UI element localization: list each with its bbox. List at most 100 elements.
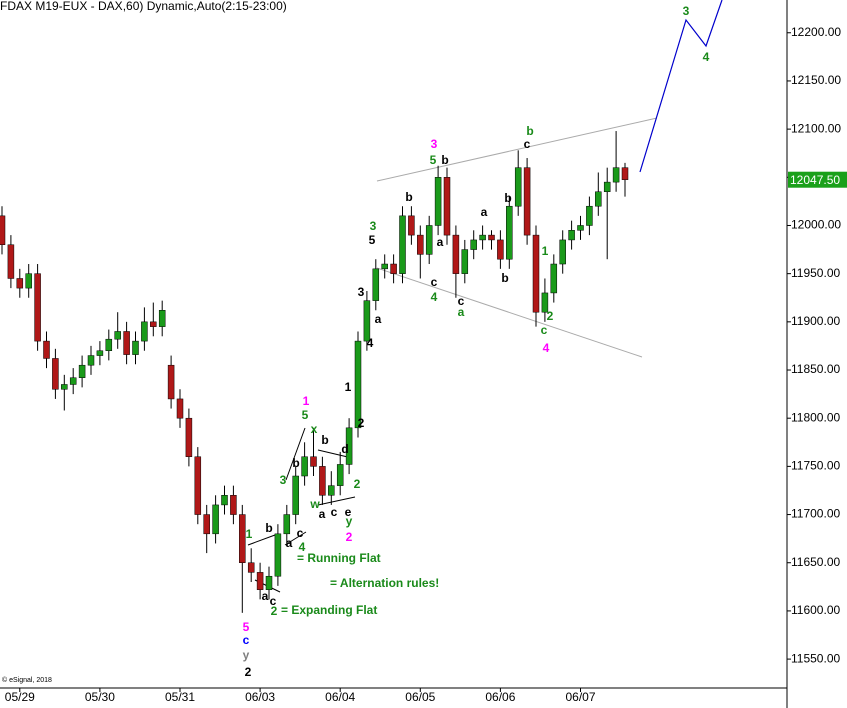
candle-body (7, 244, 15, 279)
y-tick-label: 11750.00 (791, 459, 840, 473)
wave-label: 5 (430, 153, 437, 167)
wave-label: = Alternation rules! (330, 576, 439, 590)
candle-body (408, 215, 415, 236)
candle-body (559, 239, 566, 265)
candle-body (0, 215, 6, 246)
candle-body (621, 167, 629, 180)
candle-body (470, 239, 477, 250)
channel-line (376, 267, 643, 358)
wave-label: c (331, 505, 338, 519)
wave-label: 2 (245, 665, 252, 679)
candle-body (221, 495, 228, 506)
wave-label: a (437, 235, 444, 249)
candle-body (239, 514, 246, 563)
candle-body (523, 167, 531, 236)
triangle-line (285, 427, 306, 481)
wave-label: b (265, 521, 272, 535)
candle-body (123, 331, 130, 355)
candle-body (114, 331, 121, 340)
wave-label: 2 (346, 530, 353, 544)
wave-label: x (311, 422, 318, 436)
candle-body (506, 205, 513, 260)
wave-label: b (321, 433, 328, 447)
candle-body (96, 350, 104, 356)
wave-label: y (346, 514, 353, 528)
wave-label: a (375, 312, 382, 326)
candle-body (283, 514, 291, 535)
candle-body (541, 292, 549, 313)
candle-body (230, 495, 237, 515)
flat-line (247, 534, 276, 546)
wave-label: c (297, 526, 304, 540)
wave-label: 5 (302, 408, 309, 422)
y-tick-label: 11950.00 (791, 266, 840, 280)
candle-body (274, 533, 282, 577)
chart-title: FDAX M19-EUX - DAX,60) Dynamic,Auto(2:15… (0, 0, 287, 13)
candle-body (399, 215, 406, 274)
x-tick-label: 05/30 (85, 690, 115, 704)
wave-label: 2 (358, 416, 365, 430)
candle-body (43, 340, 50, 359)
wave-label: 5 (243, 620, 250, 634)
last-price-label: 12047.50 (790, 173, 840, 187)
candle-body (336, 464, 344, 486)
candle-body (417, 234, 424, 255)
wave-label: 1 (345, 380, 352, 394)
wave-label: a (286, 536, 293, 550)
x-tick-label: 05/31 (165, 690, 195, 704)
wave-label: 3 (370, 219, 377, 233)
wave-label: b (501, 271, 508, 285)
y-tick-label: 12200.00 (791, 25, 841, 39)
candle-body (292, 475, 299, 515)
credit: © eSignal, 2018 (2, 676, 52, 684)
candle-body (256, 572, 264, 590)
wave-label: 2 (547, 309, 554, 323)
candle-body (461, 249, 469, 274)
wave-label: c (524, 137, 531, 151)
wave-label: 4 (431, 290, 438, 304)
x-tick-label: 06/05 (405, 690, 435, 704)
wave-label: a (319, 507, 326, 521)
triangle-line (284, 531, 307, 546)
wave-label: e (345, 505, 352, 519)
y-tick-label: 11550.00 (791, 651, 840, 665)
y-tick-label: 12150.00 (791, 73, 841, 87)
y-tick-label: 12000.00 (791, 218, 841, 232)
wave-label: c (458, 294, 465, 308)
candle-body (69, 377, 77, 385)
wave-label: y (243, 648, 250, 662)
candle-body (532, 234, 540, 313)
wave-label: c (243, 633, 250, 647)
wave-label: c (541, 323, 548, 337)
candle-body (132, 340, 139, 355)
wave-label: 3 (431, 137, 438, 151)
candle-body (212, 504, 219, 535)
candle-body (577, 225, 584, 231)
candle-body (390, 263, 397, 274)
x-tick-label: 06/06 (485, 690, 515, 704)
wave-label: b (441, 153, 448, 167)
candle-body (372, 268, 380, 301)
candle-body (434, 177, 442, 226)
candle-body (150, 321, 157, 327)
candle-body (247, 562, 255, 573)
projection-line (639, 0, 723, 173)
candle-body (452, 234, 460, 274)
candle-body (479, 234, 486, 241)
wave-label: c (431, 275, 438, 289)
y-tick-label: 11650.00 (791, 555, 840, 569)
candle-body (310, 456, 317, 467)
wave-label: = Expanding Flat (281, 603, 377, 617)
wave-label: 4 (543, 341, 550, 355)
wave-label: 3 (683, 4, 690, 18)
wave-label: 1 (303, 394, 310, 408)
x-tick-label: 06/03 (245, 690, 275, 704)
wave-label: b (504, 191, 511, 205)
wave-label: 4 (367, 336, 374, 350)
candle-body (158, 310, 166, 327)
candle-body (603, 181, 611, 193)
wave-label: 4 (703, 50, 710, 64)
candle-body (265, 575, 273, 590)
wave-label: a (481, 205, 488, 219)
